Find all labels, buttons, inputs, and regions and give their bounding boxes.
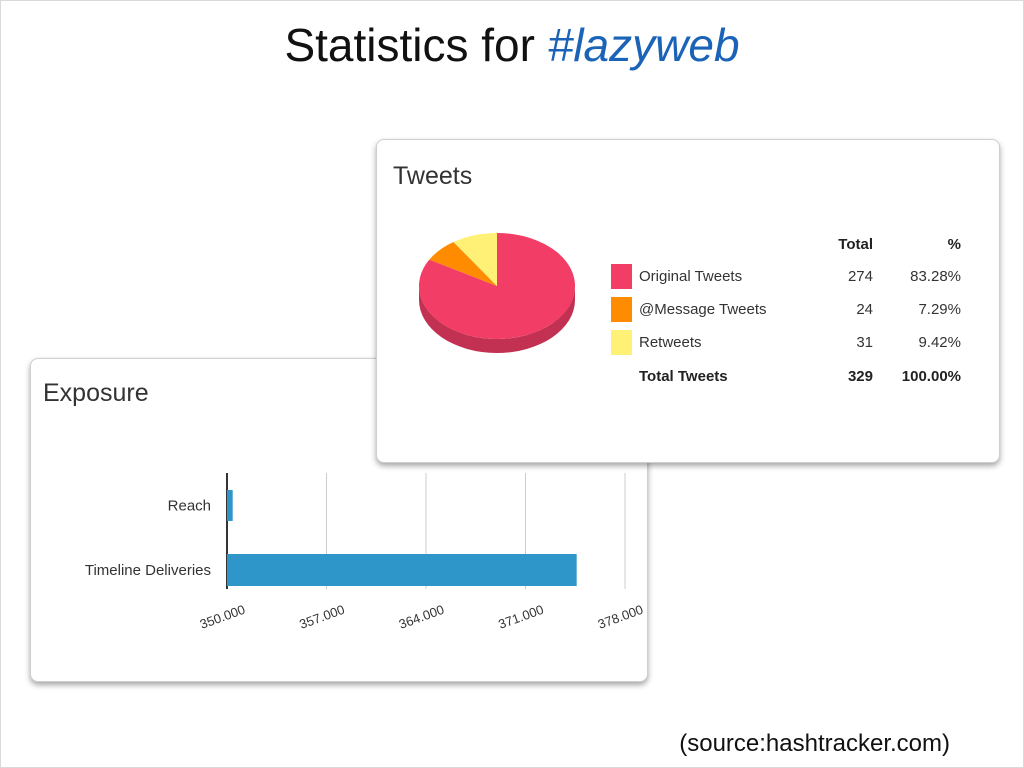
category-label-1: Reach: [168, 498, 211, 515]
bar-timeline-deliveries: [227, 554, 577, 586]
title-prefix: Statistics for: [284, 19, 535, 71]
pie-slice-2: [429, 242, 497, 286]
header-total: Total: [838, 236, 873, 253]
bar-reach: [227, 490, 233, 521]
source-note: (source:hashtracker.com): [679, 730, 950, 757]
header-percent: %: [947, 236, 961, 253]
row-label-message: @Message Tweets: [639, 301, 767, 318]
row-total-original: 274: [847, 268, 873, 285]
exposure-title: Exposure: [43, 379, 149, 407]
pie-slice-3: [453, 233, 497, 286]
swatch-retweets: [611, 330, 632, 355]
row-pct-retweets: 9.42%: [918, 334, 961, 351]
title-hashtag: #lazyweb: [547, 19, 740, 71]
x-tick-label-1: 350.000: [198, 602, 247, 632]
tweets-panel: Tweets Total % Original Tweets 274 83.28…: [376, 139, 1000, 463]
x-tick-label-4: 371.000: [496, 602, 545, 632]
total-row-label: Total Tweets: [639, 368, 728, 385]
tweets-pie-chart: [419, 233, 575, 353]
swatch-original: [611, 264, 632, 289]
swatch-message: [611, 297, 632, 322]
x-tick-label-2: 357.000: [297, 602, 346, 632]
exposure-bar-chart: 350.000 357.000 364.000 371.000 378.000 Reach…: [85, 473, 645, 632]
row-total-retweets: 31: [856, 334, 873, 351]
category-label-2: Timeline Deliveries: [85, 562, 211, 579]
row-label-original: Original Tweets: [639, 268, 743, 285]
slide-title: Statistics for #lazyweb: [0, 18, 1024, 72]
total-row-pct: 100.00%: [901, 368, 961, 385]
exposure-panel: Exposure 350.000 357.000 364.000 371.000 378…: [30, 358, 648, 682]
tweets-title: Tweets: [393, 162, 473, 190]
pie-side: [419, 286, 575, 353]
row-pct-message: 7.29%: [918, 301, 961, 318]
row-pct-original: 83.28%: [910, 268, 961, 285]
x-tick-label-5: 378.000: [596, 602, 645, 632]
x-tick-label-3: 364.000: [397, 602, 446, 632]
row-total-message: 24: [856, 301, 873, 318]
total-row-total: 329: [847, 368, 873, 385]
row-label-retweets: Retweets: [639, 334, 702, 351]
